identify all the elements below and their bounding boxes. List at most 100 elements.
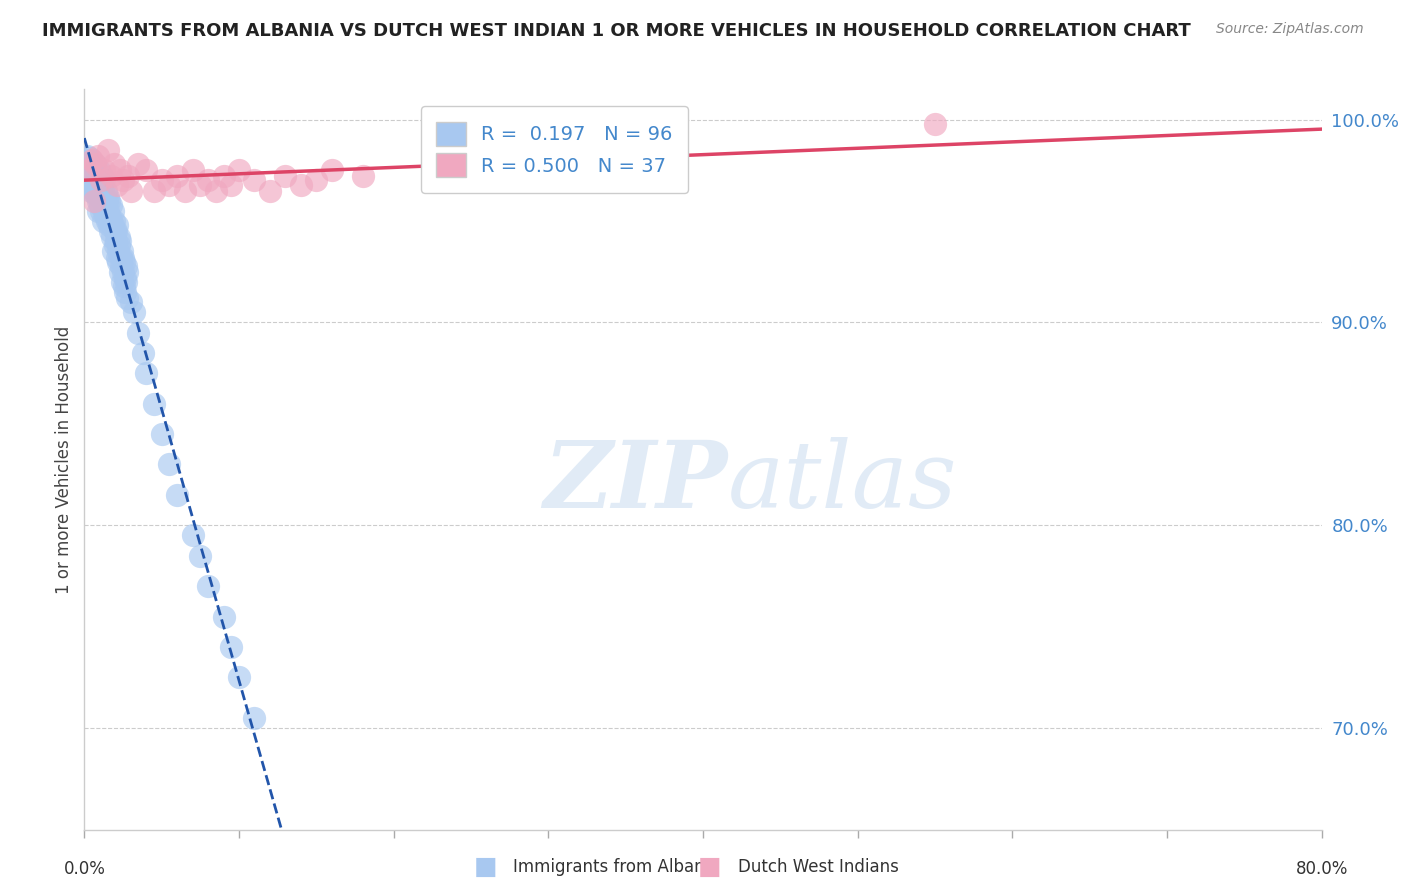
Point [127, 326, 149, 340]
Point [103, 157, 125, 171]
Point [77, 153, 100, 168]
Point [96, 214, 118, 228]
Point [76, 157, 98, 171]
Point [259, 184, 281, 198]
Point [117, 169, 139, 184]
Point [150, 427, 173, 442]
Point [197, 579, 219, 593]
Text: ■: ■ [474, 855, 496, 879]
Point [143, 184, 166, 198]
Point [108, 163, 131, 178]
Text: Immigrants from Albania: Immigrants from Albania [513, 858, 720, 876]
Text: 0.0%: 0.0% [63, 860, 105, 878]
Point [212, 609, 235, 624]
Point [104, 238, 127, 252]
Point [352, 169, 374, 184]
Point [91, 184, 114, 198]
Point [80, 184, 103, 198]
Point [159, 178, 180, 192]
Point [93, 173, 115, 187]
Point [105, 235, 128, 249]
Point [135, 163, 157, 178]
Point [243, 711, 266, 725]
Point [111, 244, 134, 259]
Point [212, 169, 235, 184]
Point [77, 169, 100, 184]
Point [83, 194, 105, 208]
Point [97, 203, 120, 218]
Point [90, 173, 112, 187]
Point [96, 194, 118, 208]
Point [97, 218, 120, 232]
Point [103, 214, 125, 228]
Point [166, 488, 188, 502]
Point [115, 275, 138, 289]
Point [103, 224, 125, 238]
Point [90, 178, 112, 192]
Point [100, 198, 122, 212]
Point [135, 366, 157, 380]
Point [305, 173, 328, 187]
Point [98, 194, 121, 208]
Point [100, 169, 122, 184]
Point [107, 230, 129, 244]
Point [120, 184, 142, 198]
Point [84, 157, 107, 171]
Point [110, 251, 132, 265]
Point [321, 163, 343, 178]
Point [274, 169, 297, 184]
Point [90, 203, 112, 218]
Point [127, 157, 149, 171]
Point [97, 190, 120, 204]
Point [98, 224, 121, 238]
Point [114, 285, 136, 299]
Text: atlas: atlas [728, 436, 957, 526]
Point [90, 184, 112, 198]
Point [132, 346, 155, 360]
Point [105, 178, 128, 192]
Point [91, 169, 114, 184]
Point [107, 254, 129, 268]
Point [228, 670, 250, 684]
Point [84, 157, 107, 171]
Point [112, 265, 135, 279]
Point [101, 218, 124, 232]
Point [93, 203, 115, 218]
Point [205, 184, 228, 198]
Point [112, 254, 135, 268]
Point [80, 168, 103, 182]
Point [181, 528, 204, 542]
Point [79, 178, 101, 192]
Point [82, 153, 104, 168]
Point [112, 279, 135, 293]
Point [188, 549, 212, 563]
Point [107, 244, 129, 259]
Point [86, 203, 108, 218]
Text: ZIP: ZIP [544, 436, 728, 526]
Point [114, 270, 136, 285]
Point [77, 163, 100, 178]
Point [76, 149, 98, 163]
Point [150, 173, 173, 187]
Point [82, 173, 104, 187]
Point [120, 295, 142, 310]
Point [82, 163, 104, 178]
Text: 80.0%: 80.0% [1295, 860, 1348, 878]
Point [221, 178, 243, 192]
Point [93, 163, 115, 178]
Point [101, 203, 124, 218]
Point [84, 187, 107, 202]
Point [290, 178, 312, 192]
Point [104, 224, 127, 238]
Point [94, 198, 117, 212]
Point [924, 117, 946, 131]
Point [110, 235, 132, 249]
Point [91, 214, 114, 228]
Point [105, 218, 128, 232]
Point [83, 173, 105, 187]
Text: Source: ZipAtlas.com: Source: ZipAtlas.com [1216, 22, 1364, 37]
Point [83, 184, 105, 198]
Text: Dutch West Indians: Dutch West Indians [738, 858, 898, 876]
Point [83, 169, 105, 184]
Point [94, 184, 117, 198]
